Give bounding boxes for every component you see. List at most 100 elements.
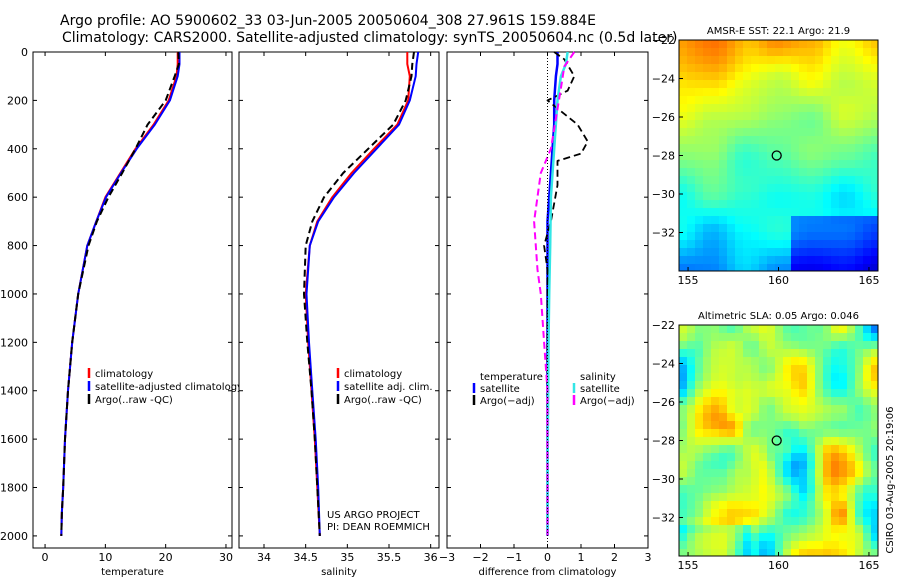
sst-map-cell bbox=[863, 72, 871, 80]
sla-map-cell bbox=[775, 413, 783, 421]
sla-map-cell bbox=[799, 357, 807, 365]
sst-map-cell bbox=[863, 40, 871, 48]
sst-map-cell bbox=[719, 208, 727, 216]
sla-map-cell bbox=[703, 341, 711, 349]
sla-map-cell bbox=[687, 429, 695, 437]
temperature-panel-series-argo bbox=[60, 51, 180, 536]
sst-map-cell bbox=[831, 240, 839, 248]
sla-map-cell bbox=[687, 413, 695, 421]
sst-map-cell bbox=[767, 168, 775, 176]
sst-map-cell bbox=[695, 192, 703, 200]
sla-map-cell bbox=[823, 381, 831, 389]
sla-map-cell bbox=[751, 405, 759, 413]
sla-map-cell bbox=[823, 365, 831, 373]
sst-map-cell bbox=[727, 208, 735, 216]
sst-map-cell bbox=[783, 56, 791, 64]
sst-map-cell bbox=[823, 224, 831, 232]
sla-map-cell bbox=[839, 453, 847, 461]
sst-map-cell bbox=[719, 96, 727, 104]
sst-map-cell bbox=[823, 176, 831, 184]
difference-panel-xtick-label: −2 bbox=[472, 551, 488, 564]
sst-map-cell bbox=[847, 256, 855, 264]
salinity-panel-frame bbox=[238, 51, 440, 549]
sla-map-cell bbox=[751, 517, 759, 525]
sla-map-cell bbox=[831, 341, 839, 349]
sla-map-cell bbox=[679, 525, 687, 533]
sst-map-cell bbox=[791, 104, 799, 112]
sst-map-cell bbox=[831, 72, 839, 80]
sla-map-cell bbox=[791, 509, 799, 517]
sla-map-cell bbox=[727, 365, 735, 373]
sst-map-cell bbox=[719, 248, 727, 256]
sla-map-cell bbox=[775, 437, 783, 445]
sla-map-cell bbox=[815, 469, 823, 477]
sla-map-cell bbox=[807, 413, 815, 421]
sla-map-cell bbox=[791, 325, 799, 333]
sst-map-cell bbox=[679, 144, 687, 152]
sla-map-cell bbox=[815, 381, 823, 389]
sst-map-cell bbox=[767, 216, 775, 224]
depth-tick-label: 1400 bbox=[0, 385, 28, 398]
sla-map-cell bbox=[847, 357, 855, 365]
sst-map-cell bbox=[775, 176, 783, 184]
sla-map-cell bbox=[727, 325, 735, 333]
sla-map-cell bbox=[831, 477, 839, 485]
sst-map-cell bbox=[727, 192, 735, 200]
sla-map-cell bbox=[743, 389, 751, 397]
sst-map-cell bbox=[863, 64, 871, 72]
sla-map-cell bbox=[719, 349, 727, 357]
sst-map-cell bbox=[871, 160, 878, 168]
sst-map-cell bbox=[743, 128, 751, 136]
sst-map-cell bbox=[783, 160, 791, 168]
sla-map-cell bbox=[839, 461, 847, 469]
difference-sal-legend-label: salinity bbox=[580, 372, 616, 383]
figure-title-line2: Climatology: CARS2000. Satellite-adjuste… bbox=[62, 30, 678, 46]
sla-map-cell bbox=[735, 485, 743, 493]
sst-map-cell bbox=[743, 208, 751, 216]
sst-map-cell bbox=[847, 160, 855, 168]
sst-map-cell bbox=[791, 48, 799, 56]
sla-map-cell bbox=[823, 477, 831, 485]
sst-map-cell bbox=[735, 224, 743, 232]
sla-map-cell bbox=[871, 349, 878, 357]
sst-map-ytick-label: −32 bbox=[652, 227, 675, 240]
sst-map-cell bbox=[823, 264, 831, 271]
sla-map-cell bbox=[735, 373, 743, 381]
sst-map-cell bbox=[735, 232, 743, 240]
sst-map-cell bbox=[735, 256, 743, 264]
sst-map-cell bbox=[735, 184, 743, 192]
sla-map-title: Altimetric SLA: 0.05 Argo: 0.046 bbox=[698, 311, 859, 322]
sst-map-cell bbox=[823, 56, 831, 64]
sst-map-cell bbox=[695, 160, 703, 168]
sla-map-cell bbox=[695, 421, 703, 429]
sla-map-cell bbox=[711, 477, 719, 485]
sla-map-cell bbox=[767, 413, 775, 421]
sla-map-cell bbox=[695, 349, 703, 357]
salinity-panel-xtick-label: 36 bbox=[424, 551, 438, 564]
sla-map-cell bbox=[823, 485, 831, 493]
sst-map-cell bbox=[695, 64, 703, 72]
sst-map-cell bbox=[807, 248, 815, 256]
sst-map-cell bbox=[711, 64, 719, 72]
salinity-legend-label: climatology bbox=[344, 369, 402, 380]
sla-map-cell bbox=[743, 349, 751, 357]
sst-map-cell bbox=[799, 64, 807, 72]
sla-map-cell bbox=[815, 437, 823, 445]
sst-map-cell bbox=[807, 184, 815, 192]
sla-map-cell bbox=[783, 429, 791, 437]
sla-map-cell bbox=[863, 389, 871, 397]
sla-map-cell bbox=[751, 381, 759, 389]
sla-map-cell bbox=[727, 429, 735, 437]
sla-map-cell bbox=[679, 325, 687, 333]
sla-map-cell bbox=[863, 477, 871, 485]
sla-map-cell bbox=[727, 397, 735, 405]
sla-map-cell bbox=[703, 325, 711, 333]
sla-map-cell bbox=[759, 357, 767, 365]
sst-map-cell bbox=[743, 168, 751, 176]
sla-map-cell bbox=[775, 517, 783, 525]
sst-map-cell bbox=[767, 200, 775, 208]
sst-map-cell bbox=[735, 88, 743, 96]
difference-sal-legend-label: Argo(−adj) bbox=[580, 396, 635, 407]
sla-map-cell bbox=[767, 541, 775, 549]
sst-map-cell bbox=[743, 184, 751, 192]
